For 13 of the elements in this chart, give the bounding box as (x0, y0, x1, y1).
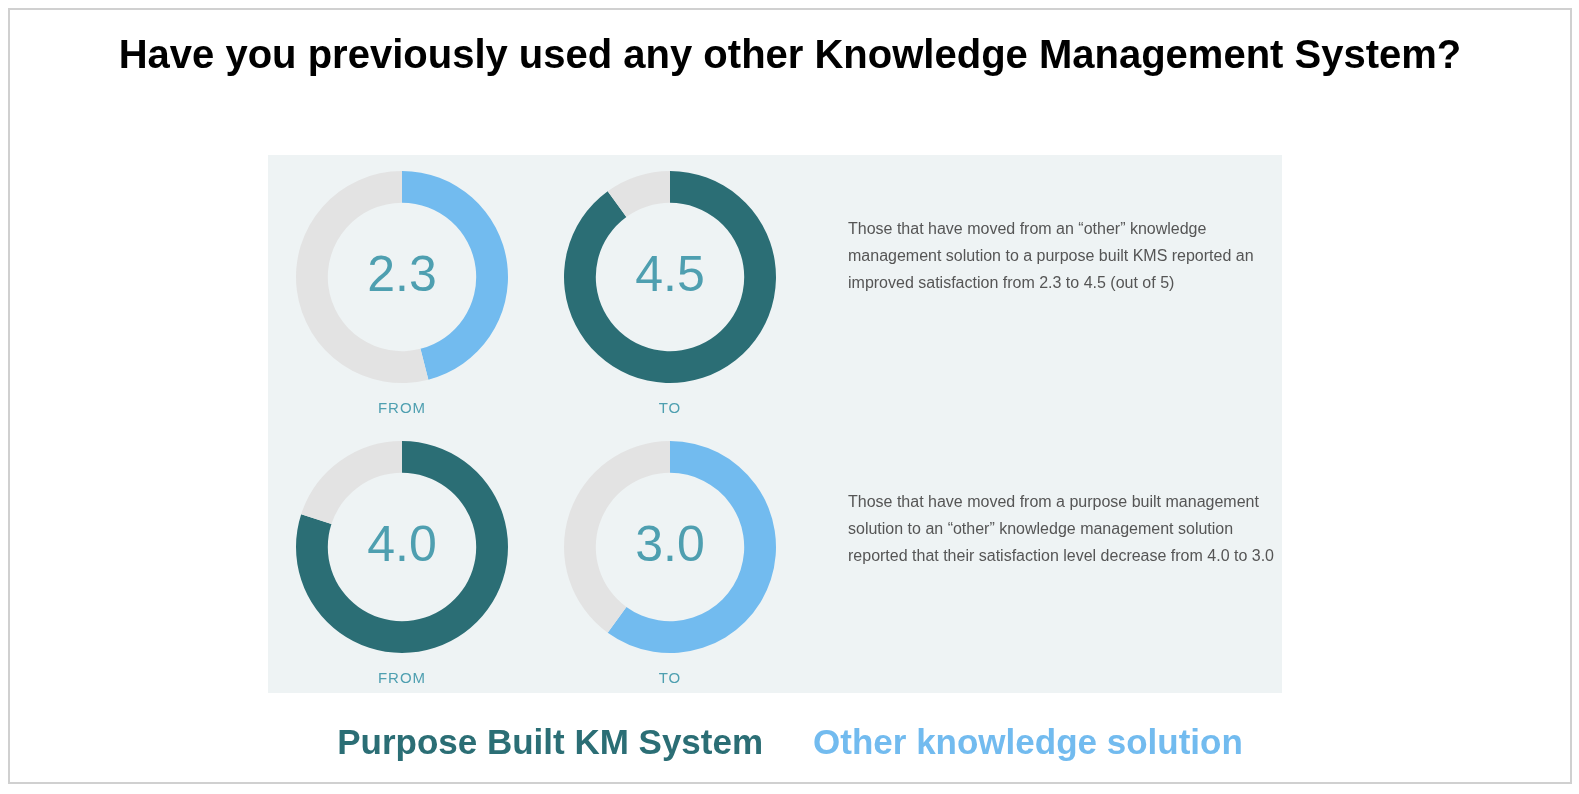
text: TO (657, 669, 683, 686)
data-label: 2.3 (367, 245, 437, 302)
text: FROM (376, 399, 428, 416)
text: TO (657, 399, 683, 416)
legend-label: Purpose Built KM System (337, 722, 764, 762)
legend-label: Other knowledge solution (813, 722, 1243, 762)
text: Those that have moved from a purpose built management solution to an “other” knowledge management solution reported that their satisfaction level decrease from 4.0 to 3.0 (848, 492, 1275, 566)
text: Have you previously used any other Knowledge Management System? (117, 32, 1463, 77)
data-label: 4.0 (367, 515, 437, 572)
data-label: 3.0 (635, 515, 705, 572)
data-label: 4.5 (635, 245, 705, 302)
text: FROM (376, 669, 428, 686)
text: Those that have moved from an “other” knowledge management solution to a purpose built KMS reported an improved satisfaction from 2.3 to 4.5 (out of 5) (848, 219, 1255, 293)
